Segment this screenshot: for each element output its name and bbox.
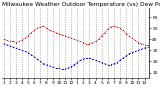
Text: Milwaukee Weather Outdoor Temperature (vs) Dew Point (Last 24 Hours): Milwaukee Weather Outdoor Temperature (v…	[2, 2, 160, 7]
